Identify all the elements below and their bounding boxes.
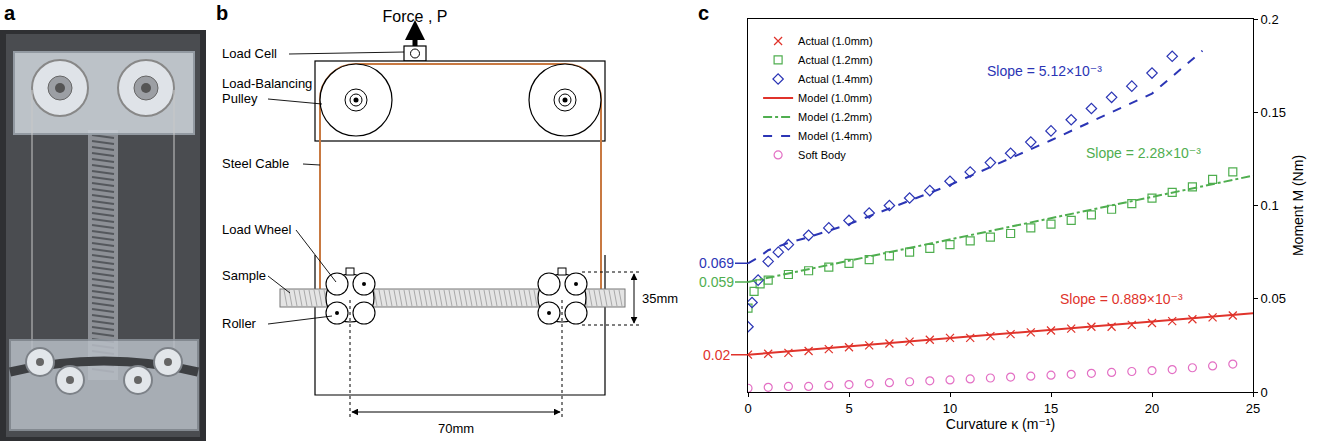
svg-text:5: 5 — [845, 401, 852, 416]
svg-text:Actual (1.0mm): Actual (1.0mm) — [798, 35, 873, 47]
svg-text:0.2: 0.2 — [1261, 12, 1279, 27]
svg-text:Load Cell: Load Cell — [222, 46, 277, 61]
svg-text:Actual (1.2mm): Actual (1.2mm) — [798, 54, 873, 66]
svg-text:Force , P: Force , P — [383, 8, 448, 25]
svg-text:Soft Body: Soft Body — [798, 149, 846, 161]
svg-text:70mm: 70mm — [438, 421, 474, 436]
svg-text:15: 15 — [1044, 401, 1058, 416]
svg-text:0.02: 0.02 — [703, 347, 730, 363]
svg-text:0: 0 — [1261, 385, 1268, 400]
html-text:b: b — [216, 2, 229, 24]
svg-text:Load-Balancing: Load-Balancing — [222, 76, 312, 91]
svg-text:20: 20 — [1145, 401, 1159, 416]
svg-text:0.05: 0.05 — [1261, 291, 1286, 306]
svg-text:0: 0 — [744, 401, 751, 416]
svg-text:25: 25 — [1246, 401, 1260, 416]
svg-text:0.069: 0.069 — [699, 255, 734, 271]
svg-text:Actual (1.4mm): Actual (1.4mm) — [798, 73, 873, 85]
svg-text:35mm: 35mm — [642, 291, 678, 306]
svg-text:Pulley: Pulley — [222, 91, 258, 106]
svg-text:Steel Cable: Steel Cable — [222, 156, 289, 171]
svg-text:Load Wheel: Load Wheel — [222, 222, 291, 237]
html-text:c: c — [698, 2, 710, 24]
svg-text:Model (1.2mm): Model (1.2mm) — [798, 111, 872, 123]
svg-text:0.059: 0.059 — [699, 274, 734, 290]
svg-text:Sample: Sample — [222, 268, 266, 283]
svg-text:10: 10 — [943, 401, 957, 416]
svg-text:0.1: 0.1 — [1261, 198, 1279, 213]
svg-text:Model (1.4mm): Model (1.4mm) — [798, 130, 872, 142]
svg-text:Roller: Roller — [222, 316, 257, 331]
svg-text:Slope = 5.12×10⁻³: Slope = 5.12×10⁻³ — [987, 63, 1102, 79]
svg-text:Curvature κ (m⁻¹): Curvature κ (m⁻¹) — [946, 416, 1055, 432]
svg-text:Slope = 2.28×10⁻³: Slope = 2.28×10⁻³ — [1086, 145, 1201, 161]
svg-text:Slope = 0.889×10⁻³: Slope = 0.889×10⁻³ — [1060, 291, 1183, 307]
svg-text:0.15: 0.15 — [1261, 105, 1286, 120]
svg-text:Moment M (Nm): Moment M (Nm) — [1290, 155, 1306, 256]
html-text:a: a — [4, 2, 16, 24]
svg-text:Model (1.0mm): Model (1.0mm) — [798, 92, 872, 104]
